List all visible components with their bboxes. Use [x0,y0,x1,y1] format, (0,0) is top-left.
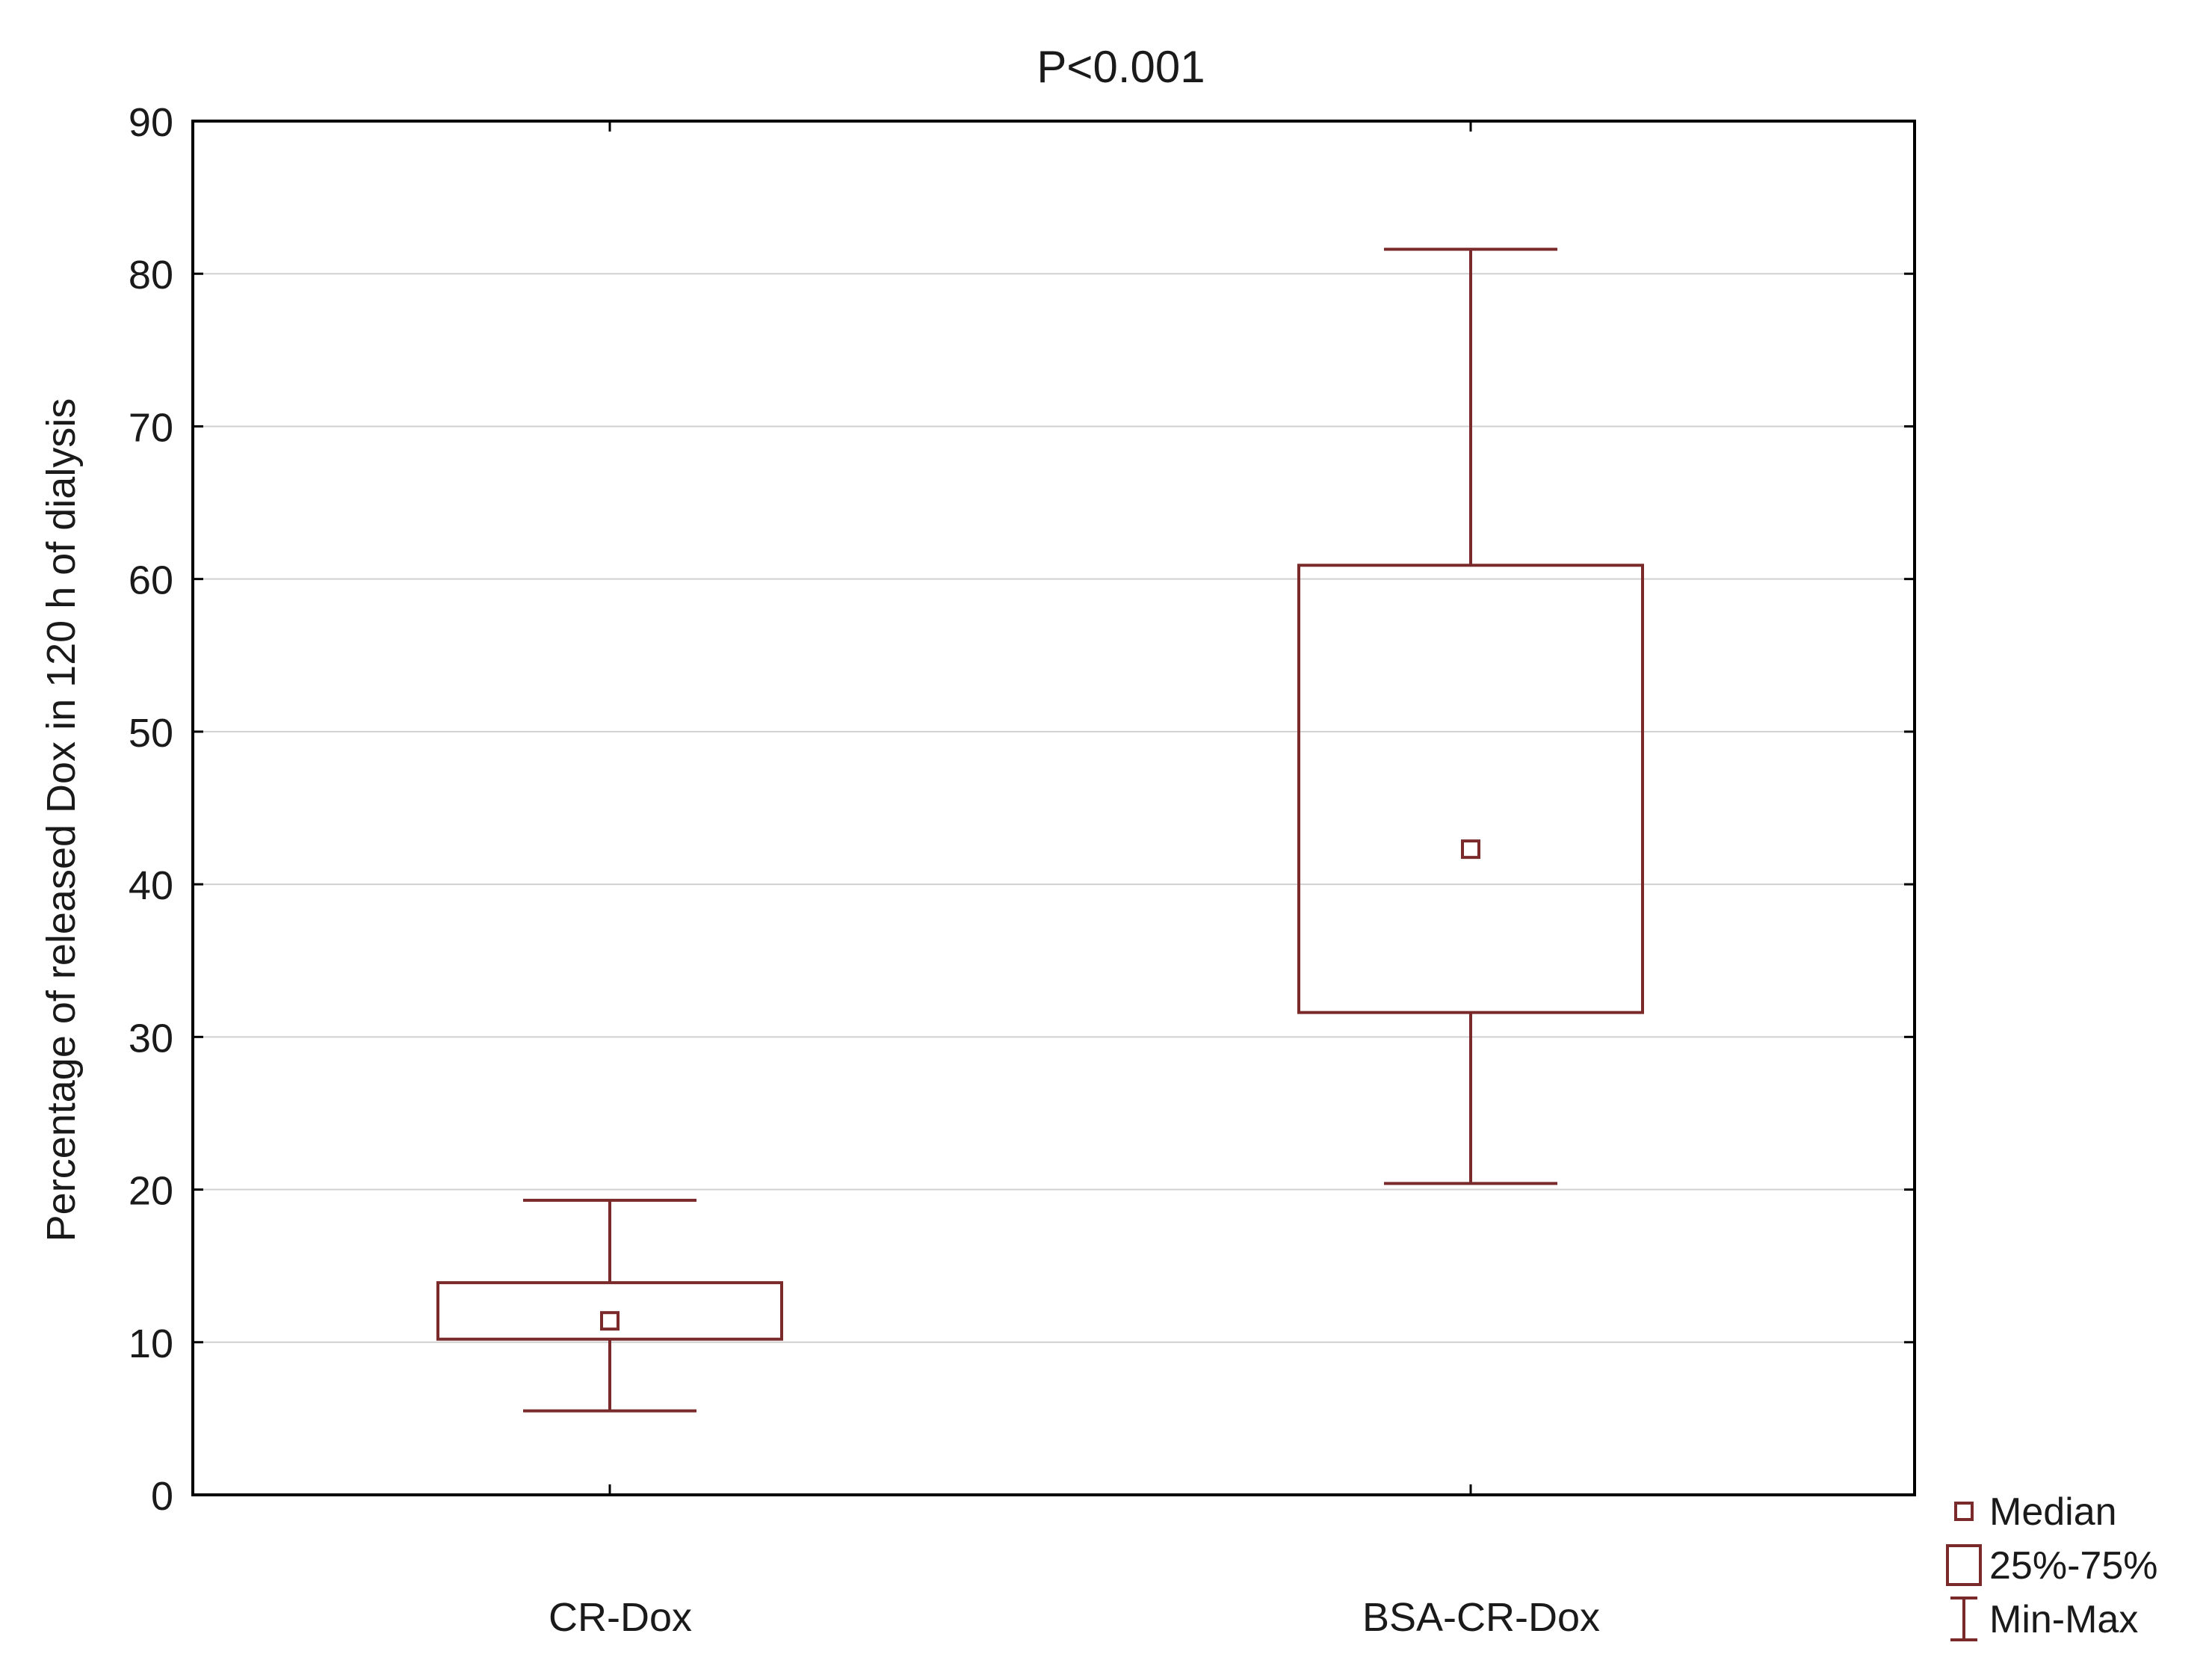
box-group-CR-Dox [436,1198,783,1413]
y-tick-label-10: 10 [129,1321,173,1366]
x-tick-label-CR-Dox: CR-Dox [549,1595,692,1640]
grid-layer [193,273,1915,1343]
plot-frame [191,120,1916,1496]
iqr-box [436,1281,783,1341]
y-tick-label-40: 40 [129,863,173,908]
y-tick-label-30: 30 [129,1016,173,1061]
legend-item-box: 25%-75% [1946,1544,2157,1588]
x-tick-label-BSA-CR-Dox: BSA-CR-Dox [1362,1595,1600,1640]
iqr-box [1297,564,1644,1014]
legend-item-whisker: Min-Max [1950,1597,2138,1641]
tick-layer: 0 10 20 30 40 50 60 70 80 90 CR-Dox BSA-CR-Dox [129,100,1915,1640]
legend-median-symbol [1954,1502,1974,1521]
median-marker [1461,839,1480,860]
legend-label-whisker: Min-Max [1989,1598,2138,1641]
box-group-BSA-CR-Dox [1297,247,1644,1185]
y-tick-label-20: 20 [129,1169,173,1214]
legend-box-symbol [1946,1544,1982,1586]
box-layer [436,247,1644,1413]
legend-label-median: Median [1989,1490,2117,1534]
legend-item-median: Median [1954,1490,2117,1534]
y-tick-label-60: 60 [129,558,173,603]
y-tick-label-70: 70 [129,405,173,450]
chart-title: P<0.001 [1037,42,1205,92]
y-tick-label-80: 80 [129,253,173,297]
y-tick-label-0: 0 [151,1474,173,1519]
legend-label-box: 25%-75% [1989,1544,2157,1588]
legend: Median 25%-75% Min-Max [1946,1490,2157,1641]
median-marker [600,1311,620,1331]
y-axis-label: Percentage of released Dox in 120 h of d… [39,398,84,1242]
y-tick-label-90: 90 [129,100,173,145]
y-tick-label-50: 50 [129,711,173,756]
